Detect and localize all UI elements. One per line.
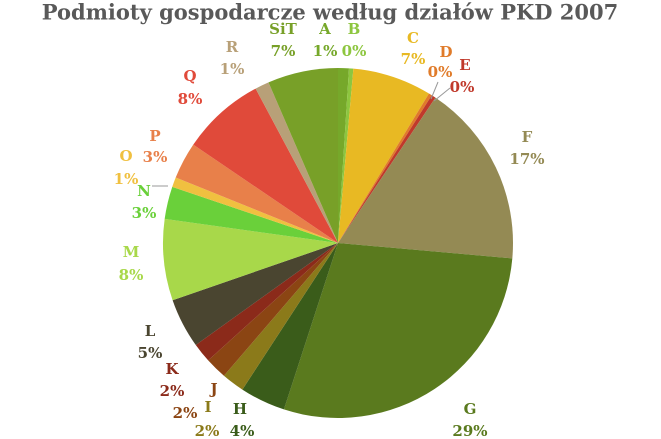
pie-slice: [338, 68, 429, 243]
slice-label: G: [464, 400, 477, 418]
slice-label: H: [233, 400, 247, 418]
pie-slice: [172, 177, 338, 243]
pie-slice: [268, 68, 338, 243]
pie-slice: [338, 68, 354, 243]
pie-slice: [242, 243, 338, 410]
slice-value-label: 1%: [313, 42, 338, 60]
pie-slice: [255, 82, 338, 243]
slice-value-label: 3%: [132, 204, 157, 222]
slice-label: P: [149, 127, 160, 145]
slice-value-label: 0%: [450, 78, 475, 96]
pie-slice: [172, 243, 338, 345]
pie-slice: [175, 144, 338, 243]
slice-label: N: [137, 182, 151, 200]
slice-label: Q: [183, 67, 196, 85]
slice-value-label: 8%: [178, 90, 203, 108]
slice-value-label: 17%: [509, 150, 544, 168]
leader-line: [433, 87, 451, 102]
chart-title: Podmioty gospodarcze według działów PKD …: [42, 0, 618, 25]
pie-slice: [195, 243, 338, 361]
slice-label: K: [165, 360, 179, 378]
slice-label: C: [407, 29, 419, 47]
slice-value-label: 2%: [195, 422, 220, 439]
pie-slice: [208, 243, 338, 376]
slice-label: SiT: [269, 20, 298, 38]
slice-label: F: [522, 128, 533, 146]
slice-value-label: 7%: [401, 50, 426, 68]
slice-value-label: 4%: [230, 422, 255, 439]
slice-label: O: [119, 147, 132, 165]
pie-slice: [338, 97, 513, 259]
slice-label: D: [439, 43, 452, 61]
slice-label: I: [204, 398, 211, 416]
slice-value-label: 0%: [428, 63, 453, 81]
pie-slice: [223, 243, 338, 390]
pie-slice: [163, 218, 338, 301]
pie-slice: [283, 243, 513, 418]
slice-label: R: [226, 38, 239, 56]
slice-value-label: 3%: [143, 148, 168, 166]
slice-value-label: 29%: [452, 422, 487, 439]
slice-label: J: [208, 380, 217, 398]
slice-label: M: [123, 243, 140, 261]
slice-value-label: 1%: [114, 170, 139, 188]
leader-line: [430, 81, 439, 100]
pie-slice: [193, 88, 338, 244]
pie-slice: [338, 95, 436, 243]
slice-value-label: 1%: [220, 60, 245, 78]
slice-label: L: [145, 322, 156, 340]
slice-value-label: 2%: [173, 404, 198, 422]
pie-slice: [338, 68, 349, 243]
slice-label: A: [318, 20, 331, 38]
slice-value-label: 0%: [342, 42, 367, 60]
slice-value-label: 2%: [160, 382, 185, 400]
pie-slice: [164, 186, 338, 243]
slice-value-label: 7%: [271, 42, 296, 60]
slice-value-label: 8%: [119, 266, 144, 284]
slice-value-label: 5%: [138, 344, 163, 362]
slice-label: E: [459, 56, 470, 74]
pie-slice: [338, 93, 432, 243]
slice-label: B: [348, 20, 361, 38]
